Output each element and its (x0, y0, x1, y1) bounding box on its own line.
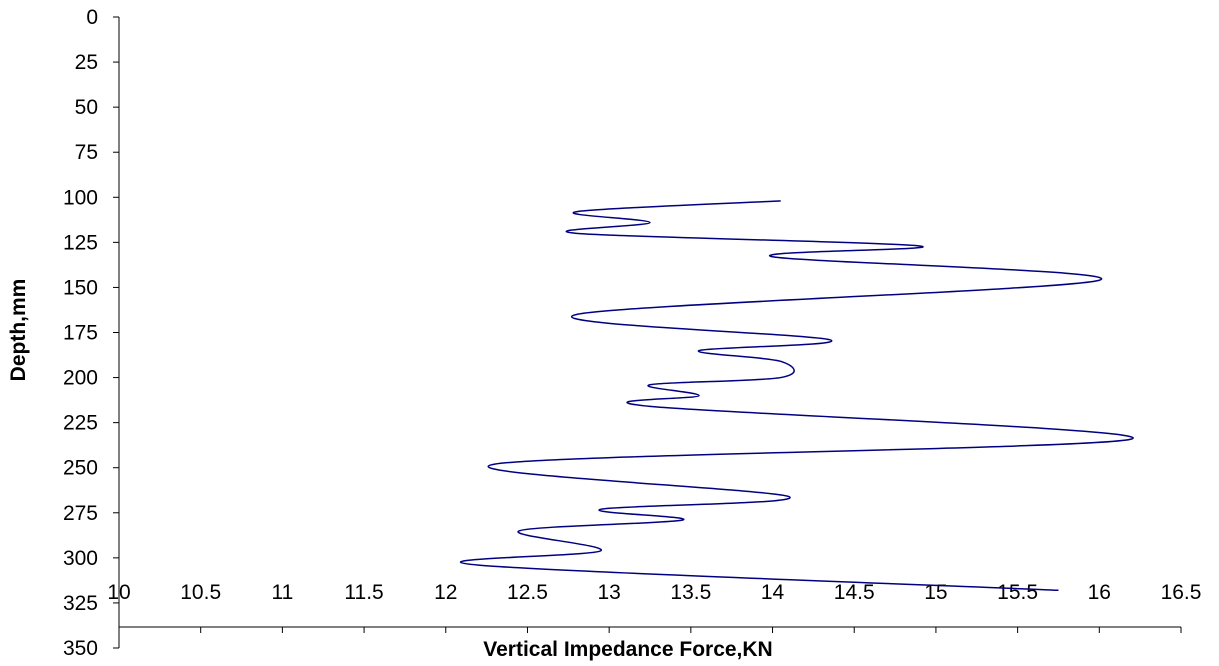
x-tick-label: 11 (271, 581, 293, 604)
y-tick-label: 300 (63, 547, 98, 570)
y-tick-label: 25 (75, 51, 98, 74)
x-tick-label: 15 (924, 581, 947, 604)
x-tick-label: 14.5 (834, 581, 875, 604)
x-tick-label: 13.5 (670, 581, 711, 604)
x-tick-label: 11.5 (344, 581, 383, 604)
y-tick-label: 100 (63, 186, 98, 209)
x-tick-label: 16.5 (1161, 581, 1202, 604)
y-tick-label: 125 (63, 231, 98, 254)
ticks: 0 25 50 75 100 125 150 175 200 225 250 275 300 325 350… (63, 6, 1201, 660)
y-tick-label: 0 (86, 6, 98, 29)
x-tick-label: 12 (434, 581, 457, 604)
y-tick-label: 200 (63, 367, 98, 390)
x-tick-label: 15.5 (997, 581, 1038, 604)
axes (118, 17, 1181, 648)
y-axis-title: Depth,mm (7, 279, 30, 382)
y-tick-label: 225 (63, 412, 98, 435)
x-tick-label: 10 (107, 581, 130, 604)
series-line (459, 200, 1134, 592)
y-tick-label: 250 (63, 457, 98, 480)
y-tick-label: 175 (63, 322, 98, 345)
x-tick-label: 13 (597, 581, 620, 604)
y-tick-label: 275 (63, 502, 98, 525)
x-tick-label: 10.5 (180, 581, 221, 604)
y-tick-label: 75 (75, 141, 98, 164)
series-layer (459, 200, 1134, 592)
x-axis-title: Vertical Impedance Force,KN (483, 638, 772, 661)
y-tick-label: 325 (63, 592, 98, 615)
x-tick-label: 12.5 (507, 581, 548, 604)
y-tick-label: 50 (75, 96, 98, 119)
y-tick-label: 350 (63, 637, 98, 660)
y-tick-label: 150 (63, 276, 98, 299)
x-tick-label: 14 (761, 581, 785, 604)
x-tick-label: 16 (1088, 581, 1111, 604)
